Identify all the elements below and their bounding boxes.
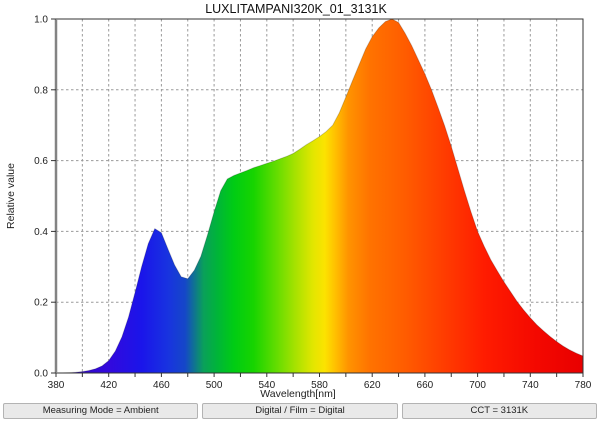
spectrum-chart: 380 420 460 500 540 580 620 660 700 740 780 0.0 0.2… xyxy=(5,2,592,400)
x-tick-label: 580 xyxy=(311,380,328,391)
y-tick-label: 0.4 xyxy=(34,227,48,238)
spd-curve-fill xyxy=(56,18,584,374)
x-tick-label: 380 xyxy=(48,380,65,391)
y-tick-label: 0.8 xyxy=(34,85,48,96)
chart-title: LUXLITAMPANI320K_01_3131K xyxy=(205,2,387,16)
y-tick-label: 0.2 xyxy=(34,298,48,309)
x-axis-label: Wavelength[nm] xyxy=(260,388,336,400)
status-bar: Measuring Mode = Ambient Digital / Film … xyxy=(3,403,597,419)
x-tick-label: 780 xyxy=(575,380,592,391)
x-tick-label: 740 xyxy=(522,380,539,391)
x-tick-label: 700 xyxy=(469,380,486,391)
x-tick-label: 620 xyxy=(364,380,381,391)
x-tick-label: 420 xyxy=(100,380,117,391)
status-measuring-mode: Measuring Mode = Ambient xyxy=(3,403,199,419)
x-tick-label: 460 xyxy=(153,380,170,391)
x-tick-label: 500 xyxy=(206,380,223,391)
x-tick-label: 660 xyxy=(417,380,434,391)
x-axis-ticks: 380 420 460 500 540 580 620 660 700 740 780 xyxy=(48,373,592,391)
y-axis-label: Relative value xyxy=(5,163,17,229)
status-digital-film: Digital / Film = Digital xyxy=(202,403,398,419)
y-tick-label: 1.0 xyxy=(34,15,48,26)
y-tick-label: 0.0 xyxy=(34,369,48,380)
x-tick-label: 540 xyxy=(258,380,275,391)
spectrum-chart-svg: 380 420 460 500 540 580 620 660 700 740 780 0.0 0.2… xyxy=(5,2,592,400)
y-tick-label: 0.6 xyxy=(34,156,48,167)
status-cct: CCT = 3131K xyxy=(401,403,597,419)
y-axis-ticks: 0.0 0.2 0.4 0.6 0.8 1.0 xyxy=(34,15,56,380)
